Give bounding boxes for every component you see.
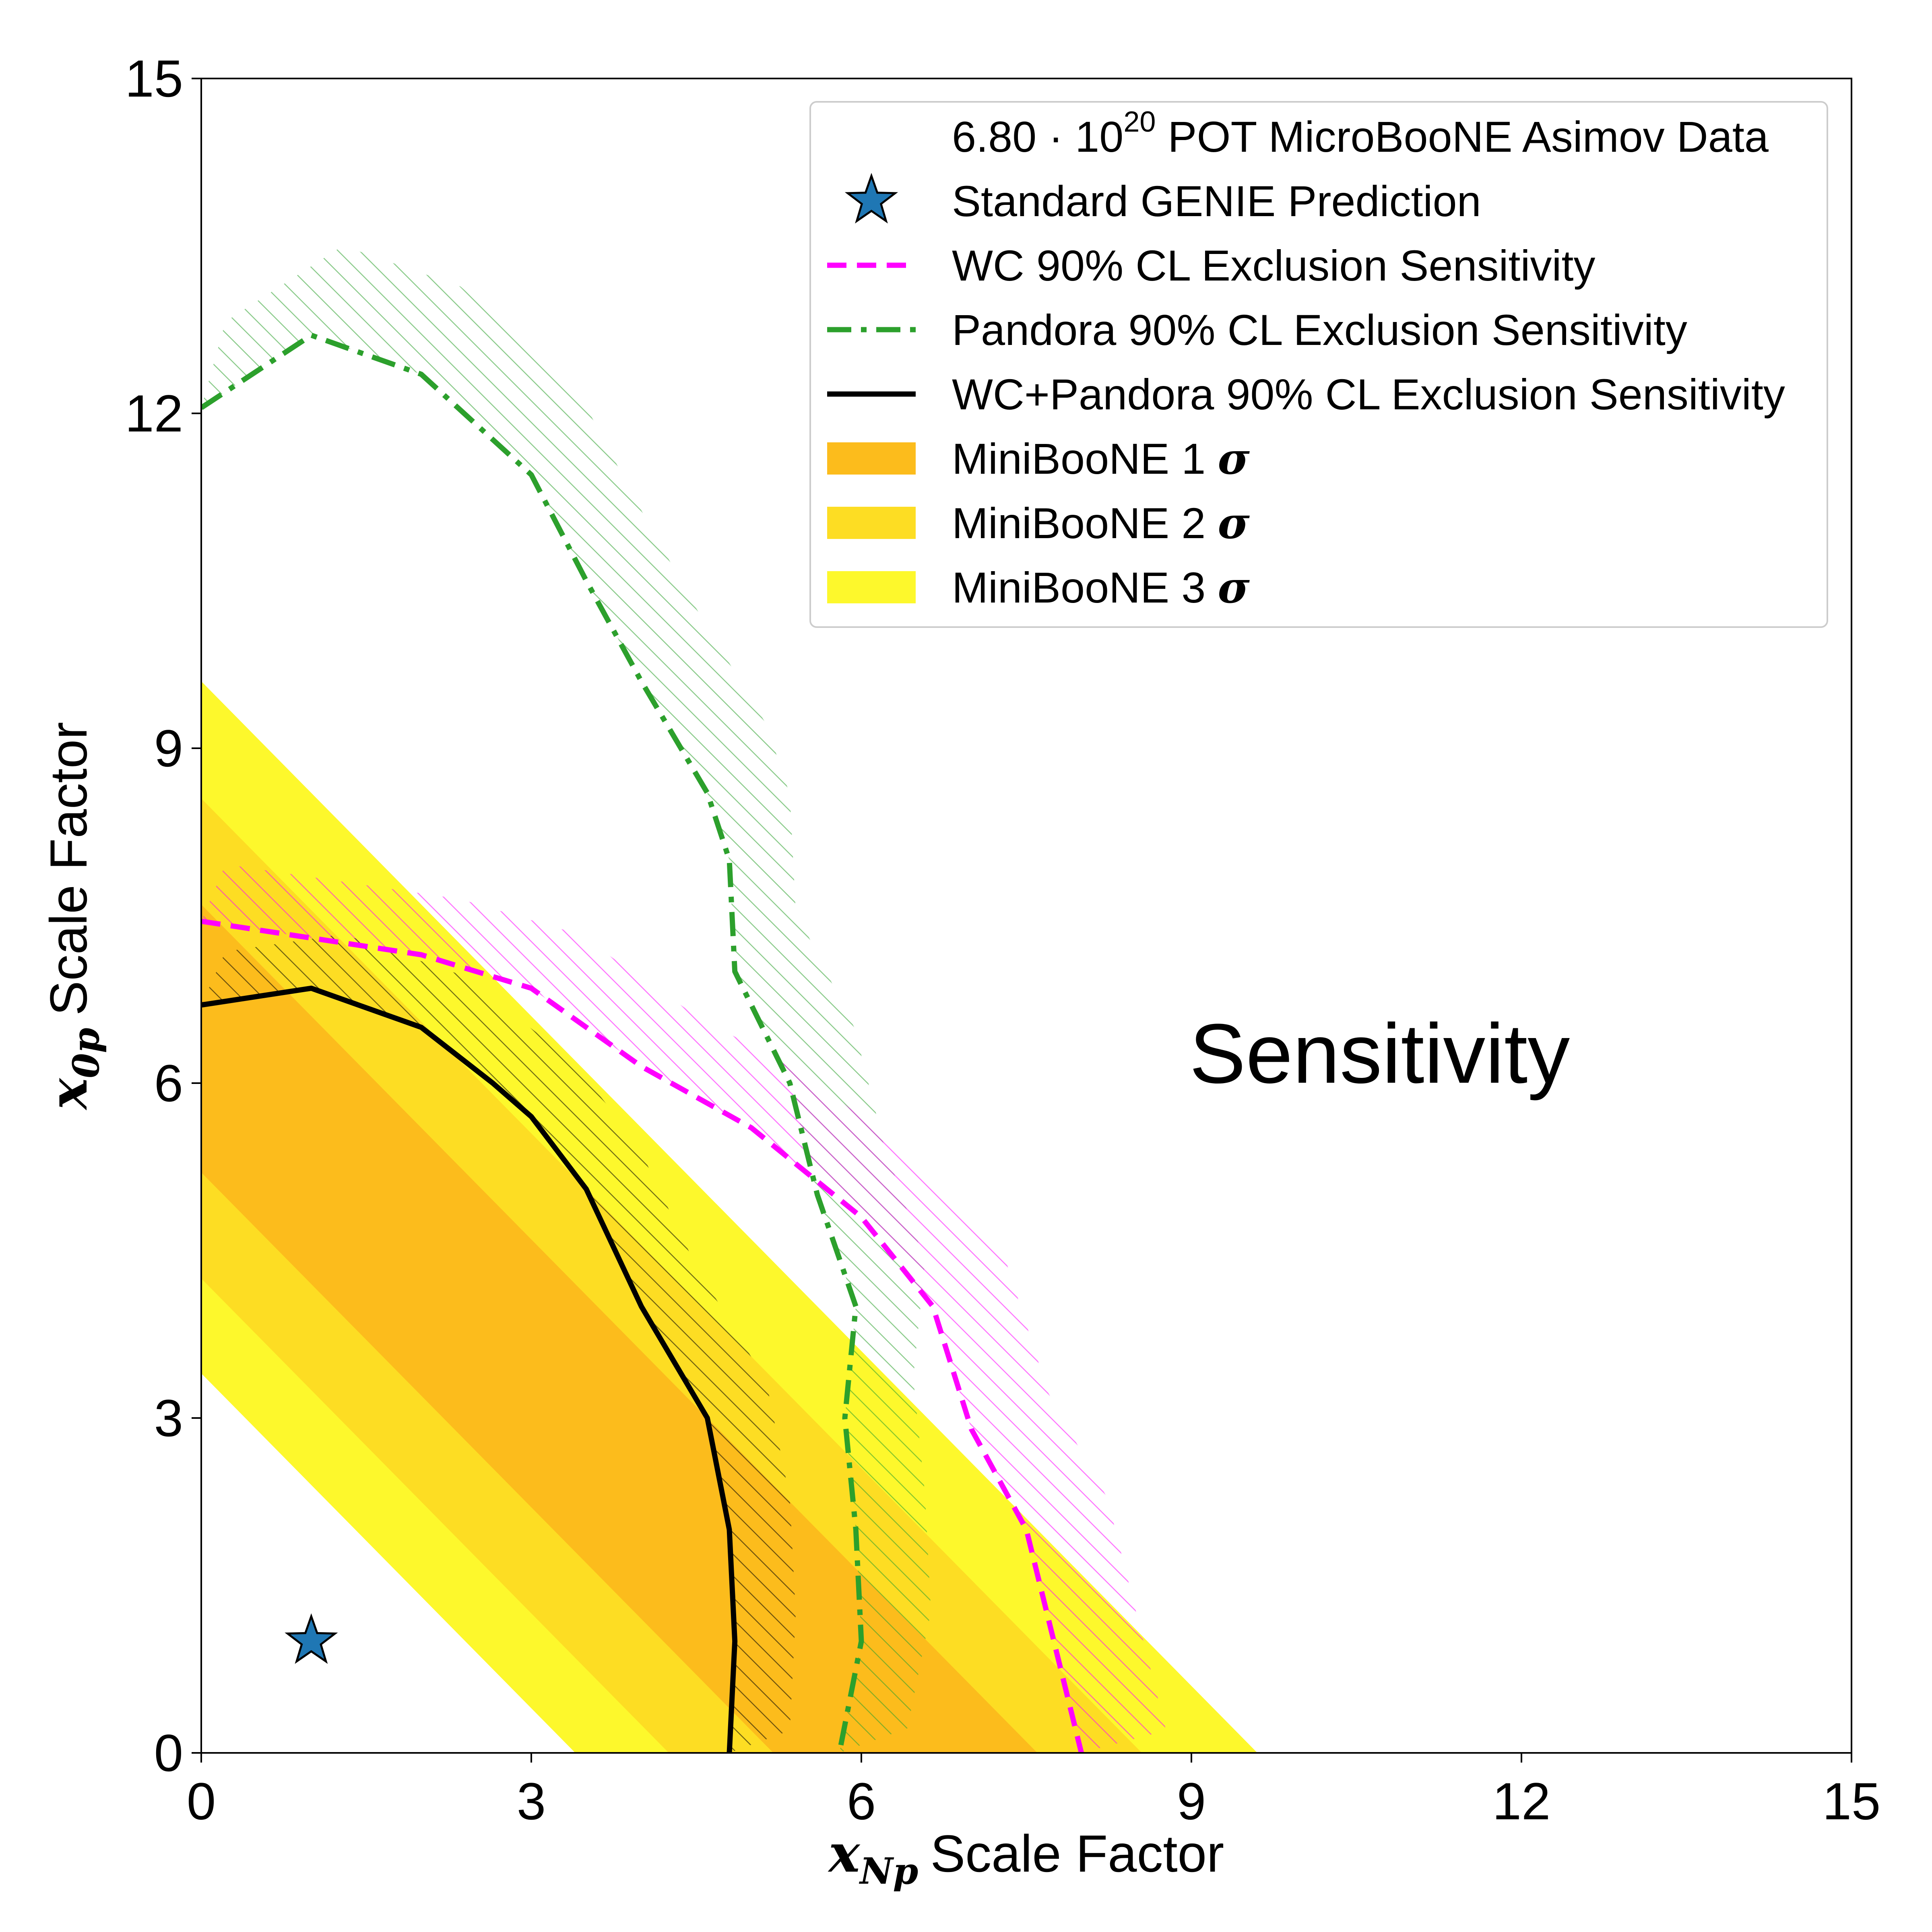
legend-patch-swatch: [827, 571, 916, 603]
y-tick-label: 0: [154, 1724, 183, 1782]
miniboone-1sigma-band: [201, 904, 1038, 1753]
legend-box: [809, 101, 1828, 628]
uncertainty-hatches: [201, 246, 1166, 1753]
legend-entry: 6.80 · 1020 POT MicroBooNE Asimov Data: [952, 106, 1769, 161]
legend-label: Pandora 90% CL Exclusion Sensitivity: [952, 305, 1687, 354]
combined-uncertainty-hatch: [201, 934, 796, 1753]
wc-uncertainty-hatch: [201, 864, 1166, 1753]
legend-label: WC 90% CL Exclusion Sensitivity: [952, 241, 1596, 290]
legend-label: MiniBooNE 1 σ: [952, 433, 1250, 484]
legend-entry: WC+Pandora 90% CL Exclusion Sensitivity: [827, 370, 1785, 419]
y-axis-subscript: 0p: [65, 1028, 107, 1078]
y-tick-label: 3: [154, 1389, 183, 1447]
y-tick-label: 15: [125, 49, 183, 108]
x-axis-symbol: x: [828, 1823, 861, 1884]
legend-label: WC+Pandora 90% CL Exclusion Sensitivity: [952, 370, 1785, 419]
sensitivity-annotation: Sensitivity: [1189, 1006, 1570, 1101]
legend-label: MiniBooNE 3 σ: [952, 562, 1250, 613]
pandora-sensitivity-curve: [201, 332, 864, 1753]
wc-sensitivity-curve: [201, 919, 1084, 1753]
x-axis-label: xNp Scale Factor: [828, 1823, 1224, 1893]
combined-sensitivity-curve: [201, 985, 738, 1753]
x-axis-text: Scale Factor: [930, 1824, 1224, 1883]
legend-entry: WC 90% CL Exclusion Sensitivity: [827, 241, 1596, 290]
y-tick-label: 9: [154, 719, 183, 778]
legend: 6.80 · 1020 POT MicroBooNE Asimov Data St…: [809, 101, 1828, 628]
y-axis-label: x0p Scale Factor: [37, 722, 107, 1111]
sensitivity-curves: [201, 332, 1084, 1753]
y-axis-text: Scale Factor: [39, 722, 98, 1016]
y-axis-ticks: 0 3 6 9 12 15: [125, 49, 201, 1782]
legend-patch-swatch: [827, 507, 916, 539]
legend-entry: MiniBooNE 2 σ: [827, 498, 1250, 549]
pandora-uncertainty-hatch: [201, 246, 931, 1753]
x-tick-label: 0: [187, 1772, 216, 1831]
x-axis-ticks: 0 3 6 9 12 15: [187, 1753, 1880, 1831]
legend-entry: Pandora 90% CL Exclusion Sensitivity: [827, 305, 1687, 354]
legend-label: Standard GENIE Prediction: [952, 177, 1481, 225]
x-tick-label: 9: [1177, 1772, 1206, 1831]
x-tick-label: 3: [517, 1772, 546, 1831]
legend-star-icon: [844, 173, 898, 224]
legend-patch-swatch: [827, 442, 916, 475]
x-axis-subscript: Np: [859, 1850, 918, 1893]
y-tick-label: 12: [125, 384, 183, 443]
y-axis-symbol: x: [37, 1077, 99, 1110]
genie-prediction-star: [285, 1613, 338, 1664]
y-tick-label: 6: [154, 1054, 183, 1113]
x-tick-label: 12: [1492, 1772, 1551, 1831]
plot-frame: [200, 78, 1852, 1754]
legend-entry: MiniBooNE 1 σ: [827, 433, 1250, 484]
markers: [285, 1613, 338, 1664]
legend-label: MiniBooNE 2 σ: [952, 498, 1250, 549]
legend-label: 6.80 · 1020 POT MicroBooNE Asimov Data: [952, 106, 1769, 161]
legend-entry: Standard GENIE Prediction: [844, 173, 1481, 225]
legend-entry: MiniBooNE 3 σ: [827, 562, 1250, 613]
x-tick-label: 6: [847, 1772, 876, 1831]
plot-area: [201, 246, 1257, 1753]
x-tick-label: 15: [1823, 1772, 1881, 1831]
